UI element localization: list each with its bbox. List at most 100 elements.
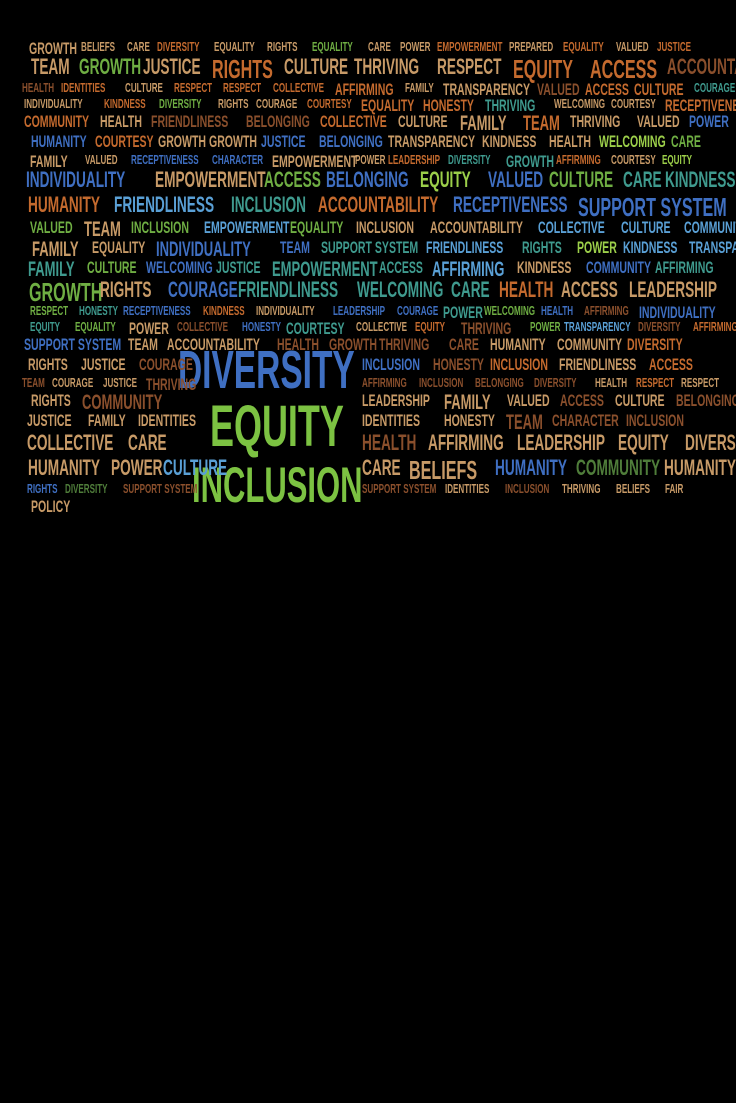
cloud-word: CULTURE — [621, 218, 671, 237]
cloud-word: EQUALITY — [361, 96, 415, 115]
cloud-word: CARE — [362, 455, 401, 480]
cloud-word: DIVERSITY — [637, 319, 681, 334]
cloud-word: GROWTH — [28, 39, 77, 58]
cloud-word: AFFIRMING — [655, 258, 714, 277]
cloud-word: HEALTH — [276, 335, 319, 354]
cloud-word: HUMANITY — [494, 455, 567, 480]
cloud-word: LEADERSHIP — [362, 391, 430, 410]
cloud-word: JUSTICE — [261, 132, 306, 151]
cloud-word: DIVERSITY — [158, 96, 202, 111]
cloud-word: FAMILY — [404, 80, 434, 95]
cloud-word: COURTESY — [94, 132, 154, 151]
cloud-word: FRIENDLINESS — [150, 112, 228, 131]
cloud-word: AFFIRMING — [555, 152, 601, 167]
cloud-word: COLLECTIVE — [355, 319, 407, 334]
cloud-word: IDENTITIES — [137, 411, 196, 430]
cloud-word: VALUED — [616, 39, 649, 54]
cloud-word: INCLUSION — [362, 355, 420, 374]
cloud-word: BELIEFS — [615, 481, 650, 496]
cloud-word: POWER — [442, 303, 483, 322]
cloud-word: INCLUSION — [355, 218, 414, 237]
cloud-word: JUSTICE — [80, 355, 126, 374]
cloud-word: ACCESS — [263, 167, 321, 192]
cloud-word: RESPECT — [222, 80, 261, 95]
cloud-word: HUMANITY — [490, 335, 546, 354]
cloud-word: TRANSPARENCY — [387, 132, 475, 151]
cloud-word: VALUED — [29, 218, 73, 237]
cloud-word: BELONGING — [676, 391, 736, 410]
cloud-word: HONESTY — [422, 96, 474, 115]
cloud-word: HUMANITY — [28, 455, 100, 480]
cloud-word: INCLUSION — [504, 481, 550, 496]
cloud-word: GROWTH — [328, 335, 377, 354]
cloud-word: ACCOUNTABILITY — [667, 54, 736, 79]
cloud-word: POWER — [577, 238, 618, 257]
cloud-word: CULTURE — [614, 391, 665, 410]
cloud-word: EMPOWERMENT — [155, 167, 267, 192]
cloud-word: HONESTY — [78, 303, 118, 318]
cloud-word: GROWTH — [209, 132, 258, 151]
cloud-word: FRIENDLINESS — [113, 192, 214, 217]
cloud-word: ACCESS — [379, 258, 424, 277]
cloud-word: WELCOMING — [483, 303, 535, 318]
cloud-word: CHARACTER — [552, 411, 620, 430]
cloud-word: HUMANITY — [663, 455, 736, 480]
cloud-word: VALUED — [537, 80, 580, 99]
cloud-word: JUSTICE — [102, 375, 137, 390]
cloud-word: EMPOWERMENT — [436, 39, 503, 54]
cloud-word: PREPARED — [508, 39, 554, 54]
cloud-word: WELCOMING — [598, 132, 666, 151]
cloud-word: FAIR — [664, 481, 684, 496]
cloud-word: COLLECTIVE — [177, 319, 229, 334]
cloud-word: EQUITY — [415, 319, 446, 334]
cloud-word: JUSTICE — [142, 54, 201, 79]
cloud-word: KINDNESS — [516, 258, 572, 277]
cloud-word: RIGHTS — [26, 481, 58, 496]
cloud-word: KINDNESS — [623, 238, 678, 257]
cloud-word: ACCESS — [585, 80, 630, 99]
cloud-word: THRIVING — [570, 112, 621, 131]
cloud-word: COURTESY — [306, 96, 352, 111]
cloud-word: ACCOUNTABILITY — [429, 218, 523, 237]
cloud-word: CARE — [448, 335, 479, 354]
headline-diversity: DIVERSITY — [178, 340, 355, 400]
cloud-word: AFFIRMING — [584, 303, 629, 318]
cloud-word: INDIVIDUALITY — [256, 303, 315, 318]
cloud-word: CULTURE — [634, 80, 684, 99]
cloud-word: POLICY — [30, 497, 70, 516]
cloud-word: ACCOUNTABILITY — [166, 335, 260, 354]
cloud-word: VALUED — [637, 112, 680, 131]
cloud-word: HONESTY — [242, 319, 282, 334]
cloud-word: LEADERSHIP — [629, 277, 717, 302]
cloud-word: CARE — [622, 167, 662, 192]
cloud-word: AFFIRMING — [432, 258, 505, 281]
cloud-word: COURTESY — [286, 319, 345, 338]
cloud-word: ACCOUNTABILITY — [317, 192, 439, 217]
cloud-word: TEAM — [22, 375, 46, 390]
cloud-word: TEAM — [128, 335, 158, 354]
cloud-word: GROWTH — [157, 132, 206, 151]
cloud-word: THRIVING — [146, 375, 197, 394]
cloud-word: CULTURE — [397, 112, 448, 131]
cloud-word: KINDNESS — [202, 303, 245, 318]
cloud-word: TEAM — [279, 238, 310, 257]
cloud-word: INCLUSION — [625, 411, 684, 430]
cloud-word: IDENTITIES — [60, 80, 105, 95]
cloud-word: DIVERSITY — [65, 481, 108, 496]
cloud-word: FAMILY — [87, 411, 126, 430]
cloud-word: CULTURE — [87, 258, 137, 277]
cloud-word: INDIVIDUALITY — [638, 303, 716, 322]
cloud-word: FAMILY — [27, 258, 75, 281]
cloud-word: TRANSPARENCY — [564, 319, 631, 334]
cloud-word: INCLUSION — [130, 218, 189, 237]
cloud-word: COURAGE — [256, 96, 298, 111]
cloud-word: EQUALITY — [312, 39, 354, 54]
cloud-word: SUPPORT SYSTEM — [24, 335, 122, 354]
cloud-word: CARE — [127, 430, 167, 455]
cloud-word: POWER — [530, 319, 561, 334]
cloud-word: BELONGING — [474, 375, 524, 390]
cloud-word: CARE — [367, 39, 391, 54]
cloud-word: HONESTY — [433, 355, 485, 374]
cloud-word: ACCESS — [590, 54, 658, 84]
cloud-word: THRIVING — [460, 319, 512, 338]
